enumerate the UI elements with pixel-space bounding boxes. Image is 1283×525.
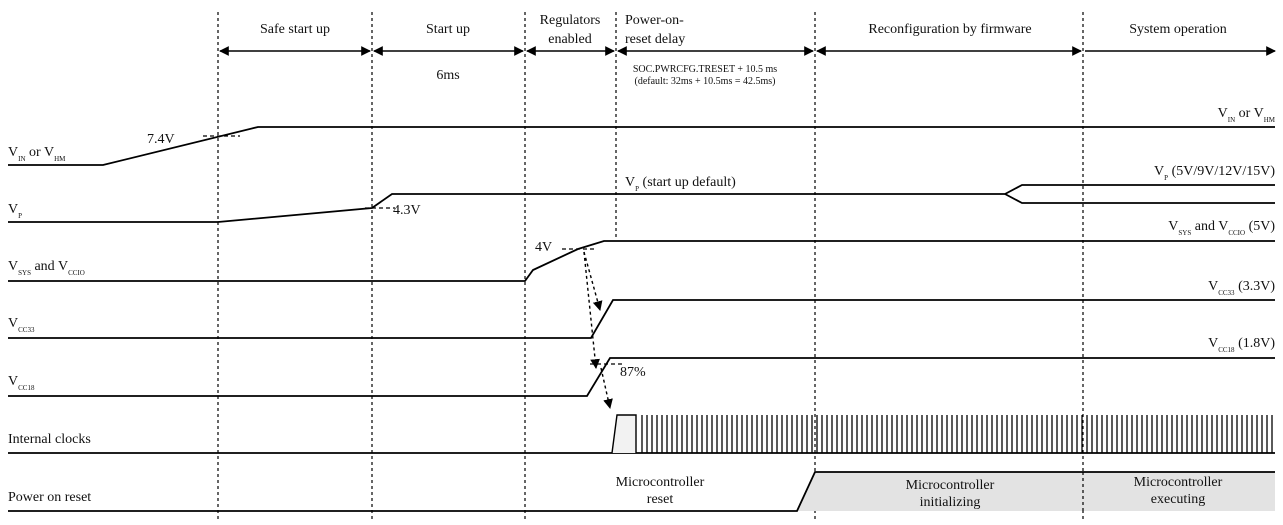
vcc33-waveform	[8, 299, 1275, 339]
clock-pulse-train	[641, 415, 1273, 453]
signal-vin: VIN or VHM 7.4V VIN or VHM	[8, 106, 1276, 166]
por-state-initializing-line1: Microcontroller	[906, 478, 995, 493]
phase-note-default: (default: 32ms + 10.5ms = 42.5ms)	[635, 76, 776, 87]
por-state-initializing-line2: initializing	[920, 495, 981, 510]
phase-label-reconfiguration: Reconfiguration by firmware	[868, 22, 1031, 37]
vcc18-waveform	[8, 357, 1275, 397]
signal-clocks: Internal clocks	[8, 414, 1275, 454]
phase-boundaries	[217, 12, 1084, 520]
por-state-executing-line1: Microcontroller	[1134, 475, 1223, 490]
dependency-arrow-vcc18-to-clocks	[600, 367, 613, 409]
phase-label-regulators-enabled-line1: Regulators	[540, 13, 601, 28]
por-state-executing-line2: executing	[1151, 492, 1205, 507]
signal-right-label-vp: VP (5V/9V/12V/15V)	[1154, 164, 1275, 182]
por-state-reset-line1: Microcontroller	[616, 475, 705, 490]
vsys-waveform	[8, 240, 1275, 282]
signal-right-label-vcc33: VCC33 (3.3V)	[1208, 279, 1275, 297]
phase-labels: Safe start up Start up 6ms Regulators en…	[260, 13, 1227, 87]
por-waveform	[8, 471, 1275, 512]
signal-right-label-vin: VIN or VHM	[1218, 106, 1276, 124]
phase-label-safe-start-up: Safe start up	[260, 22, 330, 37]
phase-note-treset: SOC.PWRCFG.TRESET + 10.5 ms	[633, 64, 777, 75]
signal-label-por: Power on reset	[8, 490, 91, 505]
phase-duration-start-up: 6ms	[436, 68, 459, 83]
vp-waveform-lower-branch	[1004, 193, 1275, 204]
signal-label-vcc18: VCC18	[8, 374, 35, 392]
signal-label-vcc33: VCC33	[8, 316, 35, 334]
signal-label-vsys: VSYS and VCCIO	[8, 259, 85, 277]
phase-label-por-delay-line2: reset delay	[625, 32, 685, 47]
signal-por: Power on reset Microcontroller reset Mic…	[8, 471, 1275, 512]
signal-label-vin: VIN or VHM	[8, 145, 66, 163]
signal-label-vp: VP	[8, 202, 22, 220]
vp-threshold-label: 4.3V	[393, 203, 421, 218]
dependency-arrow-vsys-to-vcc18	[583, 251, 600, 369]
dependency-arrows	[583, 251, 613, 409]
dependency-arrow-vsys-to-vcc33	[583, 251, 603, 311]
por-high-region	[797, 472, 1275, 511]
phase-label-regulators-enabled-line2: enabled	[548, 32, 592, 47]
phase-label-system-operation: System operation	[1129, 22, 1227, 37]
vp-waveform	[8, 184, 1275, 223]
phase-label-start-up: Start up	[426, 22, 470, 37]
signal-right-label-vcc18: VCC18 (1.8V)	[1208, 336, 1275, 354]
signal-vsys: VSYS and VCCIO 4V VSYS and VCCIO (5V)	[8, 219, 1275, 282]
signal-vcc18: VCC18 87% VCC18 (1.8V)	[8, 336, 1275, 397]
por-state-reset-line2: reset	[647, 492, 674, 507]
signal-vcc33: VCC33 VCC33 (3.3V)	[8, 279, 1275, 339]
phase-label-por-delay-line1: Power-on-	[625, 13, 684, 28]
vsys-threshold-label: 4V	[535, 240, 552, 255]
signal-right-label-vsys: VSYS and VCCIO (5V)	[1168, 219, 1275, 237]
vcc18-threshold-label: 87%	[620, 365, 646, 380]
signal-vp: VP 4.3V VP (start up default) VP (5V/9V/…	[8, 164, 1275, 223]
vin-threshold-label: 7.4V	[147, 132, 175, 147]
signal-label-clocks: Internal clocks	[8, 432, 91, 447]
vin-waveform	[8, 126, 1275, 166]
vp-mid-label: VP (start up default)	[625, 175, 736, 193]
clocks-first-pulse	[611, 414, 637, 454]
